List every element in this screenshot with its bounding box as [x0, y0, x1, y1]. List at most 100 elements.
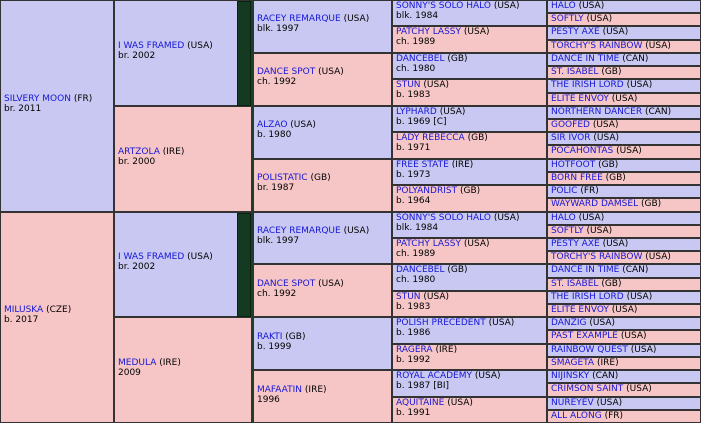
- horse-name-link[interactable]: DANCE IN TIME: [551, 265, 620, 276]
- horse-country: (GB): [447, 53, 468, 64]
- horse-name-link[interactable]: PESTY AXE: [551, 27, 600, 38]
- horse-name-link[interactable]: I WAS FRAMED: [118, 252, 185, 263]
- horse-name-link[interactable]: SILVERY MOON: [4, 93, 71, 104]
- horse-name-link[interactable]: DANCE SPOT: [257, 278, 316, 289]
- horse-name-link[interactable]: NIJINSKY: [551, 371, 590, 382]
- horse-name-link[interactable]: LADY REBECCA: [396, 133, 465, 144]
- horse-name-link[interactable]: ST. ISABEL: [551, 278, 599, 289]
- horse-name-link[interactable]: HALO: [551, 1, 576, 11]
- horse-name-link[interactable]: NORTHERN DANCER: [551, 106, 643, 117]
- horse-name-link[interactable]: DANCEBEL: [396, 265, 445, 276]
- horse-name-link[interactable]: PAST EXAMPLE: [551, 331, 618, 342]
- horse-name-link[interactable]: DANCE SPOT: [257, 67, 316, 78]
- horse-country: (USA): [602, 27, 629, 38]
- horse-info: b. 1999: [257, 341, 292, 352]
- horse-cell-dam-gen3: DANCE SPOT (USA) ch. 1992: [253, 264, 392, 318]
- horse-name-link[interactable]: STUN: [396, 80, 421, 91]
- horse-name-link[interactable]: ARTZOLA: [118, 146, 160, 157]
- horse-name-link[interactable]: FREE STATE: [396, 159, 449, 170]
- horse-name-link[interactable]: ST. ISABEL: [551, 67, 599, 78]
- horse-country: (USA): [630, 344, 657, 355]
- horse-name-link[interactable]: POLISH PRECEDENT: [396, 318, 486, 329]
- horse-name-link[interactable]: WAYWARD DAMSEL: [551, 199, 639, 210]
- horse-name-link[interactable]: HALO: [551, 212, 576, 223]
- horse-info: ch. 1989: [396, 248, 436, 259]
- horse-name-link[interactable]: SOFTLY: [551, 225, 584, 236]
- horse-entry: NORTHERN DANCER (CAN): [551, 107, 697, 118]
- horse-name-link[interactable]: AQUITAINE: [396, 397, 445, 408]
- horse-country: (USA): [616, 146, 642, 157]
- horse-name-link[interactable]: SONNY'S SOLO HALO: [396, 1, 491, 11]
- horse-country: (USA): [488, 318, 515, 329]
- horse-entry: RACEY REMARQUE (USA) blk. 1997: [257, 14, 388, 34]
- horse-country: (USA): [318, 278, 344, 289]
- horse-name-link[interactable]: POLYANDRIST: [396, 186, 458, 197]
- horse-entry: ST. ISABEL (GB): [551, 67, 697, 78]
- horse-name-link[interactable]: NUREYEV: [551, 397, 594, 408]
- horse-name-link[interactable]: PESTY AXE: [551, 238, 600, 249]
- horse-name-link[interactable]: RAKTI: [257, 331, 283, 342]
- horse-name-link[interactable]: RACEY REMARQUE: [257, 14, 341, 25]
- horse-name-link[interactable]: RAINBOW QUEST: [551, 344, 628, 355]
- horse-name-link[interactable]: ALZAO: [257, 120, 288, 131]
- horse-name-link[interactable]: TORCHY'S RAINBOW: [551, 40, 643, 51]
- horse-name-link[interactable]: I WAS FRAMED: [118, 40, 185, 51]
- horse-name-link[interactable]: ELITE ENVOY: [551, 93, 609, 104]
- horse-name-link[interactable]: ROYAL ACADEMY: [396, 371, 472, 382]
- horse-country: (USA): [626, 291, 653, 302]
- horse-entry: DANCE IN TIME (CAN): [551, 54, 697, 65]
- horse-entry: ELITE ENVOY (USA): [551, 305, 697, 316]
- horse-name-link[interactable]: DANCEBEL: [396, 53, 445, 64]
- horse-name-link[interactable]: RACEY REMARQUE: [257, 225, 341, 236]
- horse-name-link[interactable]: DANZIG: [551, 318, 587, 329]
- horse-country: (USA): [423, 291, 450, 302]
- horse-name-link[interactable]: POCAHONTAS: [551, 146, 614, 157]
- horse-entry: ARTZOLA (IRE) br. 2000: [118, 147, 248, 167]
- horse-country: (IRE): [596, 357, 619, 368]
- horse-info: b. 1964: [396, 196, 431, 207]
- horse-name-link[interactable]: RAGERA: [396, 344, 433, 355]
- horse-cell-dam-gen4: PATCHY LASSY (USA) ch. 1989: [392, 237, 547, 265]
- horse-entry: TORCHY'S RAINBOW (USA): [551, 41, 697, 52]
- horse-cell-dam-gen3: POLISTATIC (GB) br. 1987: [253, 158, 392, 212]
- horse-name-link[interactable]: TORCHY'S RAINBOW: [551, 252, 643, 263]
- horse-entry: STUN (USA) b. 1983: [396, 292, 543, 312]
- horse-name-link[interactable]: MEDULA: [118, 358, 157, 369]
- horse-name-link[interactable]: MAFAATIN: [257, 384, 303, 395]
- horse-country: (GB): [447, 265, 468, 276]
- horse-cell-sire-gen2: I WAS FRAMED (USA) br. 2002: [114, 211, 252, 318]
- horse-name-link[interactable]: MILUSKA: [4, 305, 44, 316]
- horse-name-link[interactable]: THE IRISH LORD: [551, 80, 624, 91]
- horse-name-link[interactable]: PATCHY LASSY: [396, 238, 461, 249]
- horse-name-link[interactable]: ALL ALONG: [551, 410, 602, 421]
- horse-name-link[interactable]: SIR IVOR: [551, 133, 591, 144]
- horse-name-link[interactable]: THE IRISH LORD: [551, 291, 624, 302]
- horse-name-link[interactable]: GOOFED: [551, 119, 590, 130]
- horse-country: (USA): [602, 238, 629, 249]
- horse-name-link[interactable]: CRIMSON SAINT: [551, 384, 624, 395]
- horse-name-link[interactable]: ELITE ENVOY: [551, 305, 609, 316]
- horse-cell-dam-gen2: MEDULA (IRE) 2009: [114, 317, 252, 423]
- horse-name-link[interactable]: SMAGETA: [551, 357, 595, 368]
- horse-entry: MAFAATIN (IRE) 1996: [257, 385, 388, 405]
- horse-name-link[interactable]: POLIC: [551, 186, 578, 197]
- horse-entry: PAST EXAMPLE (USA): [551, 331, 697, 342]
- horse-info: b. 1983: [396, 90, 431, 101]
- horse-entry: CRIMSON SAINT (USA): [551, 384, 697, 395]
- horse-entry: POLIC (FR): [551, 186, 697, 197]
- horse-name-link[interactable]: SONNY'S SOLO HALO: [396, 212, 491, 223]
- horse-name-link[interactable]: PATCHY LASSY: [396, 27, 461, 38]
- horse-name-link[interactable]: POLISTATIC: [257, 173, 308, 184]
- horse-entry: HALO (USA): [551, 213, 697, 224]
- horse-name-link[interactable]: LYPHARD: [396, 106, 437, 117]
- horse-name-link[interactable]: DANCE IN TIME: [551, 53, 620, 64]
- horse-cell-dam-gen5: SMAGETA (IRE): [547, 356, 701, 371]
- horse-entry: NUREYEV (USA): [551, 398, 697, 409]
- horse-name-link[interactable]: SOFTLY: [551, 14, 584, 25]
- horse-entry: SIR IVOR (USA): [551, 133, 697, 144]
- horse-name-link[interactable]: BORN FREE: [551, 172, 603, 183]
- horse-entry: I WAS FRAMED (USA) br. 2002: [118, 252, 248, 272]
- horse-country: (USA): [187, 40, 213, 51]
- horse-name-link[interactable]: STUN: [396, 291, 421, 302]
- horse-name-link[interactable]: HOTFOOT: [551, 159, 596, 170]
